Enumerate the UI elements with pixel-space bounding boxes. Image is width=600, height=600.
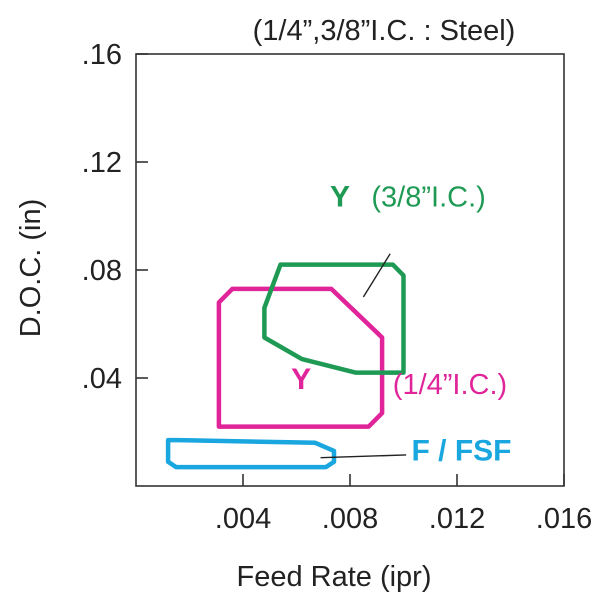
x-axis-label: Feed Rate (ipr) (236, 561, 431, 593)
leader-line-fsf (320, 454, 407, 459)
y-tick-label: .16 (82, 39, 122, 71)
x-axis: .004 .008 .012 .016 (215, 474, 592, 535)
region-label-fsf: F / FSF (412, 434, 512, 467)
region-y_3_8 (262, 262, 406, 375)
x-tick-label: .012 (429, 503, 485, 535)
region-note-y_1_4: (1/4”I.C.) (393, 369, 507, 401)
region-y_1_4 (216, 286, 385, 429)
y-tick-label: .04 (82, 363, 122, 395)
chart-title: (1/4”,3/8”I.C. : Steel) (253, 15, 516, 47)
region-note-y_3_8: (3/8”I.C.) (371, 182, 485, 214)
leader-line-y_3_8 (362, 253, 391, 298)
y-tick-label: .08 (82, 255, 122, 287)
region-label-y_3_8: Y (330, 181, 350, 214)
region-label-y_1_4: Y (291, 363, 311, 396)
region-labels: Y (1/4”I.C.) Y (3/8”I.C.) F / FSF (291, 181, 511, 468)
x-tick-label: .008 (322, 503, 378, 535)
region-fsf (165, 437, 337, 470)
x-tick-label: .016 (536, 503, 592, 535)
y-axis: .04 .08 .12 .16 (82, 39, 148, 395)
plot-frame (135, 53, 565, 487)
y-axis-label: D.O.C. (in) (15, 199, 47, 338)
regions (165, 262, 406, 470)
x-tick-label: .004 (215, 503, 271, 535)
y-tick-label: .12 (82, 147, 122, 179)
